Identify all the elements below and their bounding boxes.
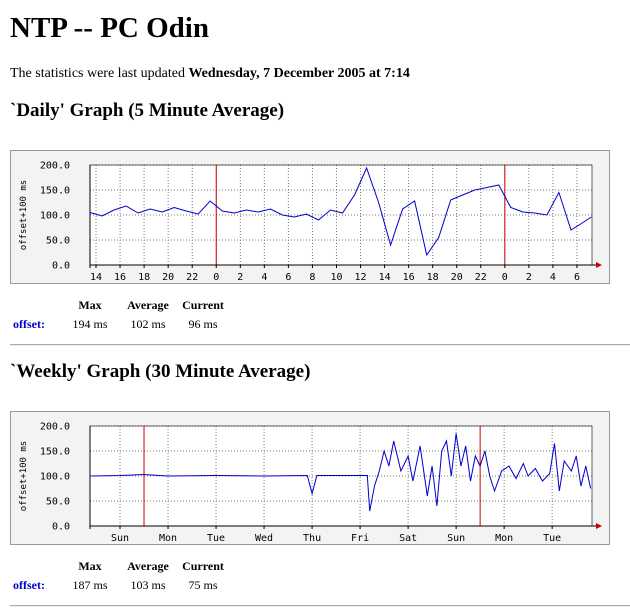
x-tick-label: 6 [285,272,291,283]
y-tick-label: 0.0 [52,261,70,272]
stat-value: 96 ms [188,317,218,331]
stat-header: Current [182,298,224,312]
x-tick-label: Sun [111,533,129,544]
stat-row-label: offset: [13,317,45,331]
x-tick-label: Tue [543,533,561,544]
x-tick-label: 20 [162,272,174,283]
y-tick-label: 50.0 [46,497,70,508]
x-tick-label: Sat [399,533,417,544]
x-tick-label: Thu [303,533,321,544]
stat-row-label: offset: [13,578,45,592]
updated-at: Wednesday, 7 December 2005 at 7:14 [188,66,410,81]
x-tick-label: 4 [261,272,267,283]
graph: 0.0 50.0 100.0 150.0 200.0 Sun Mon Tue Wed Thu Fri… [10,411,610,545]
stat-value: 75 ms [188,578,218,592]
x-tick-label: 22 [186,272,198,283]
plot-border [89,425,593,527]
x-tick-label: 2 [526,272,532,283]
x-tick-label: Sun [447,533,465,544]
y-axis-label: offset+100 ms [19,441,29,511]
x-tick-label: Mon [495,533,513,544]
stat-header: Average [127,559,169,573]
x-tick-label: 18 [138,272,150,283]
y-tick-label: 50.0 [46,236,70,247]
separator [10,605,630,607]
page-title: NTP -- PC Odin [10,12,209,44]
offset-line [89,166,592,257]
x-tick-label: Tue [207,533,225,544]
y-tick-label: 150.0 [40,447,70,458]
plot-border [89,164,593,266]
x-tick-label: 10 [330,272,342,283]
offset-line [91,433,592,512]
stat-value: 103 ms [130,578,166,592]
stat-header: Current [182,559,224,573]
x-tick-label: 4 [550,272,556,283]
x-tick-label: 8 [309,272,315,283]
separator [10,344,630,346]
stat-header: Max [78,298,102,312]
y-tick-label: 100.0 [40,211,70,222]
updated-prefix: The statistics were last updated [10,66,185,81]
x-tick-label: 12 [355,272,367,283]
y-tick-label: 0.0 [52,522,70,533]
stat-value: 194 ms [72,317,108,331]
x-tick-label: 22 [475,272,487,283]
x-tick-label: 6 [574,272,580,283]
y-tick-label: 150.0 [40,186,70,197]
stat-header: Average [127,298,169,312]
stat-header: Max [78,559,102,573]
y-axis-label: offset+100 ms [19,180,29,250]
plot-area [90,165,592,265]
x-tick-label: Mon [159,533,177,544]
y-tick-label: 200.0 [40,422,70,433]
graph-title: `Daily' Graph (5 Minute Average) [10,100,285,121]
x-tick-label: 14 [90,272,102,283]
x-tick-label: 16 [114,272,126,283]
x-tick-label: 2 [237,272,243,283]
x-tick-label: 18 [427,272,439,283]
y-tick-label: 100.0 [40,472,70,483]
axis-arrow [596,523,602,529]
x-tick-label: 0 [213,272,219,283]
axis-arrow [596,262,602,268]
stat-value: 102 ms [130,317,166,331]
stat-value: 187 ms [72,578,108,592]
graph-title: `Weekly' Graph (30 Minute Average) [10,361,311,382]
x-tick-label: 20 [451,272,463,283]
x-tick-label: 16 [403,272,415,283]
updated-line: The statistics were last updated Wednesd… [10,66,410,82]
y-tick-label: 200.0 [40,161,70,172]
x-tick-label: Fri [351,533,369,544]
x-tick-label: 0 [502,272,508,283]
x-tick-label: Wed [255,533,273,544]
x-tick-label: 14 [379,272,391,283]
